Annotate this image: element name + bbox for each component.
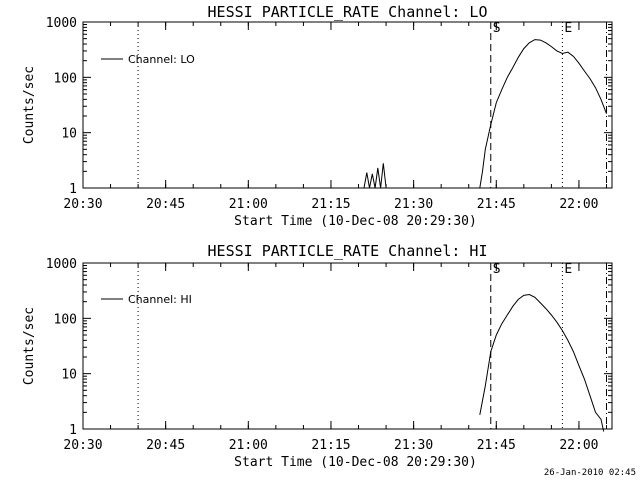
series-line — [363, 163, 387, 189]
x-tick-label: 21:15 — [311, 197, 350, 212]
series-line — [479, 39, 607, 189]
x-tick-label: 21:00 — [229, 438, 268, 453]
y-tick-label: 10 — [61, 368, 77, 383]
y-tick-label: 1 — [69, 182, 77, 197]
series-line — [479, 293, 605, 432]
x-tick-label: 20:45 — [146, 197, 185, 212]
x-tick-label: 21:30 — [394, 197, 433, 212]
event-marker-label: E — [564, 262, 572, 277]
plot-frame — [82, 262, 613, 430]
event-marker-label: E — [564, 21, 572, 36]
x-axis-label: Start Time (10-Dec-08 20:29:30) — [234, 455, 477, 470]
legend-label: Channel: HI — [128, 293, 192, 306]
y-tick-label: 100 — [54, 312, 77, 327]
legend-label: Channel: LO — [128, 53, 195, 66]
chart-title: HESSI PARTICLE_RATE Channel: HI — [208, 242, 488, 260]
y-tick-label: 1000 — [46, 16, 77, 31]
x-tick-label: 21:45 — [477, 438, 516, 453]
x-tick-label: 20:30 — [63, 438, 102, 453]
x-tick-label: 20:30 — [63, 197, 102, 212]
chart-panel-lo: HESSI PARTICLE_RATE Channel: LO 20:30 20:4… — [22, 3, 613, 229]
x-tick-label: 21:30 — [394, 438, 433, 453]
plot-frame — [82, 21, 613, 189]
y-axis-label: Counts/sec — [22, 66, 37, 144]
x-tick-label: 22:00 — [559, 438, 598, 453]
chart-title: HESSI PARTICLE_RATE Channel: LO — [208, 3, 488, 21]
x-tick-label: 20:45 — [146, 438, 185, 453]
generation-timestamp: 26-Jan-2010 02:45 — [544, 468, 636, 478]
event-marker-label: S — [493, 262, 501, 277]
x-tick-label: 21:45 — [477, 197, 516, 212]
y-tick-label: 1 — [69, 423, 77, 438]
chart-panel-hi: HESSI PARTICLE_RATE Channel: HI 20:30 20:4… — [22, 242, 613, 470]
x-axis-label: Start Time (10-Dec-08 20:29:30) — [234, 214, 477, 229]
y-tick-label: 1000 — [46, 257, 77, 272]
y-tick-label: 10 — [61, 127, 77, 142]
y-axis-label: Counts/sec — [22, 307, 37, 385]
y-tick-label: 100 — [54, 71, 77, 86]
x-tick-label: 21:00 — [229, 197, 268, 212]
x-tick-label: 21:15 — [311, 438, 350, 453]
event-marker-label: S — [493, 21, 501, 36]
x-tick-label: 22:00 — [559, 197, 598, 212]
